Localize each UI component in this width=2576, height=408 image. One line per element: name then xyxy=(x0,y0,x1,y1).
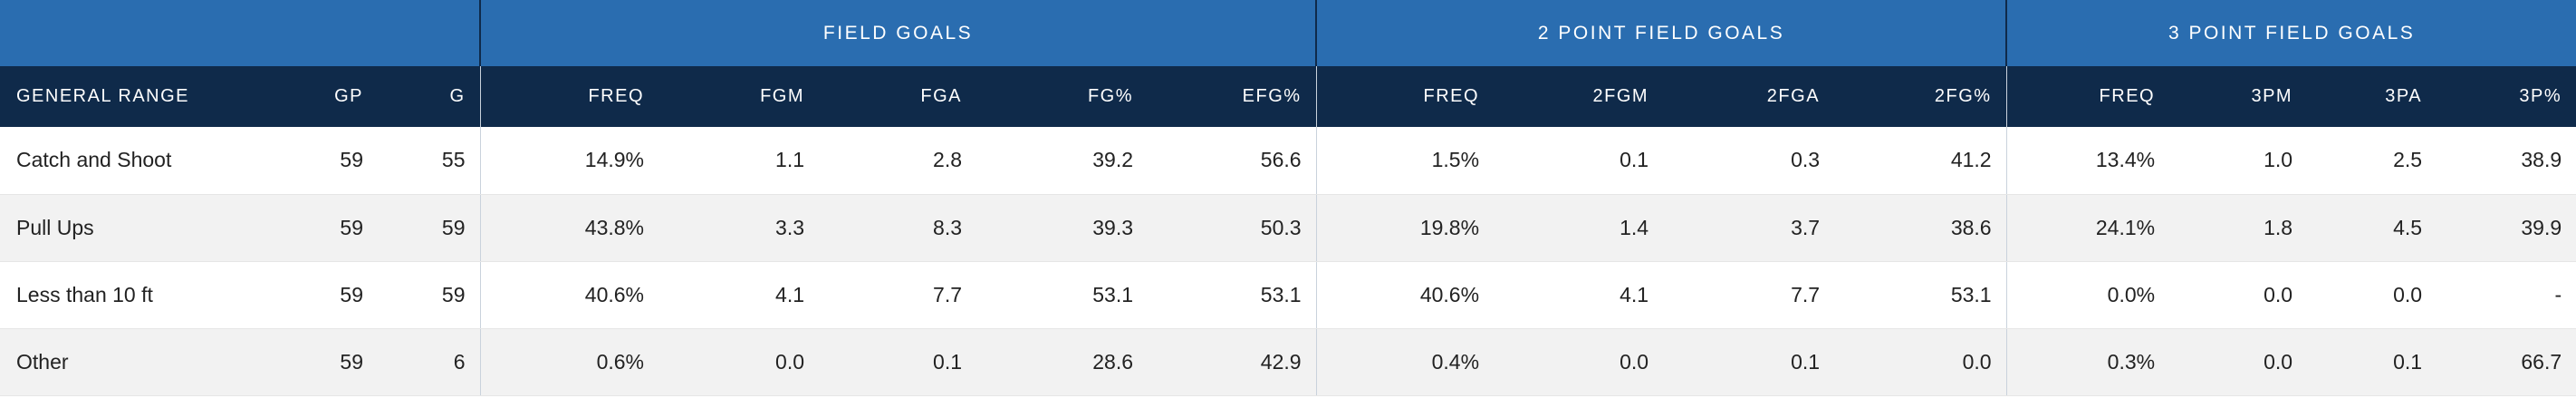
2pt-freq-cell: 19.8% xyxy=(1316,194,1495,262)
2fga-cell: 0.1 xyxy=(1663,328,1835,396)
col-header-3pm[interactable]: 3PM xyxy=(2169,66,2308,127)
fg-freq-cell: 0.6% xyxy=(480,328,659,396)
2pt-freq-cell: 0.4% xyxy=(1316,328,1495,396)
3pt-freq-cell: 0.0% xyxy=(2006,261,2170,329)
fg-freq-cell: 43.8% xyxy=(480,194,659,262)
efg-pct-cell: 53.1 xyxy=(1148,261,1317,329)
group-header-2pt-field-goals: 2 POINT FIELD GOALS xyxy=(1315,0,2007,66)
3pm-cell: 0.0 xyxy=(2169,261,2308,329)
fg-freq-cell: 40.6% xyxy=(480,261,659,329)
fga-cell: 7.7 xyxy=(819,261,977,329)
fg-pct-cell: 28.6 xyxy=(976,328,1149,396)
col-header-2fg-pct[interactable]: 2FG% xyxy=(1834,66,2007,127)
table-row: Less than 10 ft 59 59 40.6% 4.1 7.7 53.1… xyxy=(0,261,2576,329)
efg-pct-cell: 42.9 xyxy=(1148,328,1317,396)
2fg-pct-cell: 0.0 xyxy=(1834,328,2007,396)
gp-cell: 59 xyxy=(299,261,378,329)
group-header-row: FIELD GOALS 2 POINT FIELD GOALS 3 POINT … xyxy=(0,0,2576,66)
2fg-pct-cell: 38.6 xyxy=(1834,194,2007,262)
2fga-cell: 3.7 xyxy=(1663,194,1835,262)
3pt-freq-cell: 0.3% xyxy=(2006,328,2170,396)
2fg-pct-cell: 41.2 xyxy=(1834,127,2007,195)
fg-pct-cell: 39.2 xyxy=(976,127,1149,195)
col-header-3pa[interactable]: 3PA xyxy=(2307,66,2437,127)
col-header-efg-pct[interactable]: EFG% xyxy=(1148,66,1317,127)
fg-pct-cell: 53.1 xyxy=(976,261,1149,329)
3pa-cell: 0.1 xyxy=(2307,328,2437,396)
group-header-field-goals: FIELD GOALS xyxy=(479,0,1317,66)
col-header-g[interactable]: G xyxy=(378,66,481,127)
col-header-2fgm[interactable]: 2FGM xyxy=(1494,66,1664,127)
general-range-stats-table: FIELD GOALS 2 POINT FIELD GOALS 3 POINT … xyxy=(0,0,2576,396)
efg-pct-cell: 56.6 xyxy=(1148,127,1317,195)
col-header-2pt-freq[interactable]: FREQ xyxy=(1316,66,1495,127)
table-row: Pull Ups 59 59 43.8% 3.3 8.3 39.3 50.3 1… xyxy=(0,194,2576,262)
efg-pct-cell: 50.3 xyxy=(1148,194,1317,262)
3p-pct-cell: 39.9 xyxy=(2437,194,2576,262)
2pt-freq-cell: 40.6% xyxy=(1316,261,1495,329)
fgm-cell: 1.1 xyxy=(658,127,820,195)
g-cell: 55 xyxy=(378,127,481,195)
fgm-cell: 4.1 xyxy=(658,261,820,329)
3pt-freq-cell: 13.4% xyxy=(2006,127,2170,195)
3pm-cell: 0.0 xyxy=(2169,328,2308,396)
2fgm-cell: 1.4 xyxy=(1494,194,1664,262)
3p-pct-cell: 66.7 xyxy=(2437,328,2576,396)
fga-cell: 0.1 xyxy=(819,328,977,396)
col-header-fgm[interactable]: FGM xyxy=(658,66,820,127)
3pm-cell: 1.0 xyxy=(2169,127,2308,195)
g-cell: 59 xyxy=(378,194,481,262)
3p-pct-cell: 38.9 xyxy=(2437,127,2576,195)
gp-cell: 59 xyxy=(299,194,378,262)
column-header-row: GENERAL RANGE GP G FREQ FGM FGA FG% EFG%… xyxy=(0,66,2576,127)
3pm-cell: 1.8 xyxy=(2169,194,2308,262)
gp-cell: 59 xyxy=(299,127,378,195)
2fg-pct-cell: 53.1 xyxy=(1834,261,2007,329)
2fga-cell: 7.7 xyxy=(1663,261,1835,329)
fga-cell: 8.3 xyxy=(819,194,977,262)
col-header-general-range[interactable]: GENERAL RANGE xyxy=(0,66,299,127)
group-header-3pt-field-goals: 3 POINT FIELD GOALS xyxy=(2005,0,2576,66)
3p-pct-cell: - xyxy=(2437,261,2576,329)
fga-cell: 2.8 xyxy=(819,127,977,195)
range-name-cell: Pull Ups xyxy=(0,194,299,262)
2fga-cell: 0.3 xyxy=(1663,127,1835,195)
3pa-cell: 2.5 xyxy=(2307,127,2437,195)
2pt-freq-cell: 1.5% xyxy=(1316,127,1495,195)
g-cell: 59 xyxy=(378,261,481,329)
table-row: Catch and Shoot 59 55 14.9% 1.1 2.8 39.2… xyxy=(0,127,2576,195)
fg-freq-cell: 14.9% xyxy=(480,127,659,195)
fgm-cell: 3.3 xyxy=(658,194,820,262)
col-header-3p-pct[interactable]: 3P% xyxy=(2437,66,2576,127)
2fgm-cell: 4.1 xyxy=(1494,261,1664,329)
fgm-cell: 0.0 xyxy=(658,328,820,396)
2fgm-cell: 0.0 xyxy=(1494,328,1664,396)
range-name-cell: Other xyxy=(0,328,299,396)
range-name-cell: Catch and Shoot xyxy=(0,127,299,195)
gp-cell: 59 xyxy=(299,328,378,396)
col-header-2fga[interactable]: 2FGA xyxy=(1663,66,1835,127)
3pa-cell: 4.5 xyxy=(2307,194,2437,262)
col-header-fga[interactable]: FGA xyxy=(819,66,977,127)
col-header-fg-pct[interactable]: FG% xyxy=(976,66,1149,127)
col-header-fg-freq[interactable]: FREQ xyxy=(480,66,659,127)
3pa-cell: 0.0 xyxy=(2307,261,2437,329)
col-header-3pt-freq[interactable]: FREQ xyxy=(2006,66,2170,127)
g-cell: 6 xyxy=(378,328,481,396)
fg-pct-cell: 39.3 xyxy=(976,194,1149,262)
col-header-gp[interactable]: GP xyxy=(299,66,378,127)
group-header-empty xyxy=(0,0,481,66)
3pt-freq-cell: 24.1% xyxy=(2006,194,2170,262)
range-name-cell: Less than 10 ft xyxy=(0,261,299,329)
table-row: Other 59 6 0.6% 0.0 0.1 28.6 42.9 0.4% 0… xyxy=(0,328,2576,396)
2fgm-cell: 0.1 xyxy=(1494,127,1664,195)
